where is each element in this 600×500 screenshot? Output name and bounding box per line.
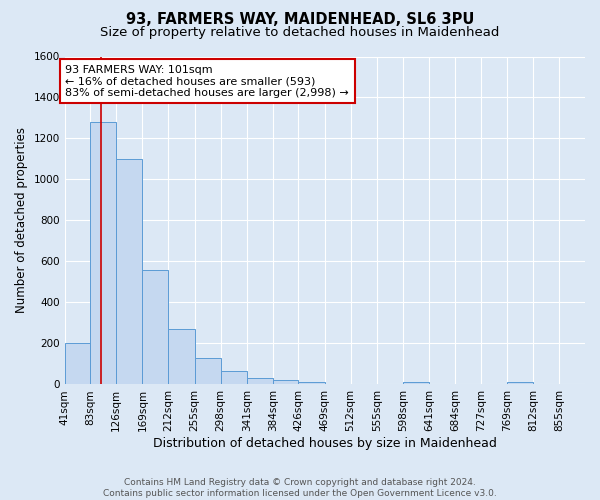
Bar [90,122,116,384]
Bar [506,382,533,384]
Bar [65,344,90,384]
Text: Size of property relative to detached houses in Maidenhead: Size of property relative to detached ho… [100,26,500,39]
Bar [273,380,298,384]
Bar [247,378,273,384]
Bar [298,382,325,384]
Y-axis label: Number of detached properties: Number of detached properties [15,128,28,314]
Bar [116,159,142,384]
Bar [221,371,247,384]
Bar [142,270,169,384]
X-axis label: Distribution of detached houses by size in Maidenhead: Distribution of detached houses by size … [153,437,497,450]
Bar [194,358,221,384]
Text: Contains HM Land Registry data © Crown copyright and database right 2024.
Contai: Contains HM Land Registry data © Crown c… [103,478,497,498]
Text: 93 FARMERS WAY: 101sqm
← 16% of detached houses are smaller (593)
83% of semi-de: 93 FARMERS WAY: 101sqm ← 16% of detached… [65,64,349,98]
Bar [403,382,429,384]
Text: 93, FARMERS WAY, MAIDENHEAD, SL6 3PU: 93, FARMERS WAY, MAIDENHEAD, SL6 3PU [126,12,474,28]
Bar [169,329,194,384]
